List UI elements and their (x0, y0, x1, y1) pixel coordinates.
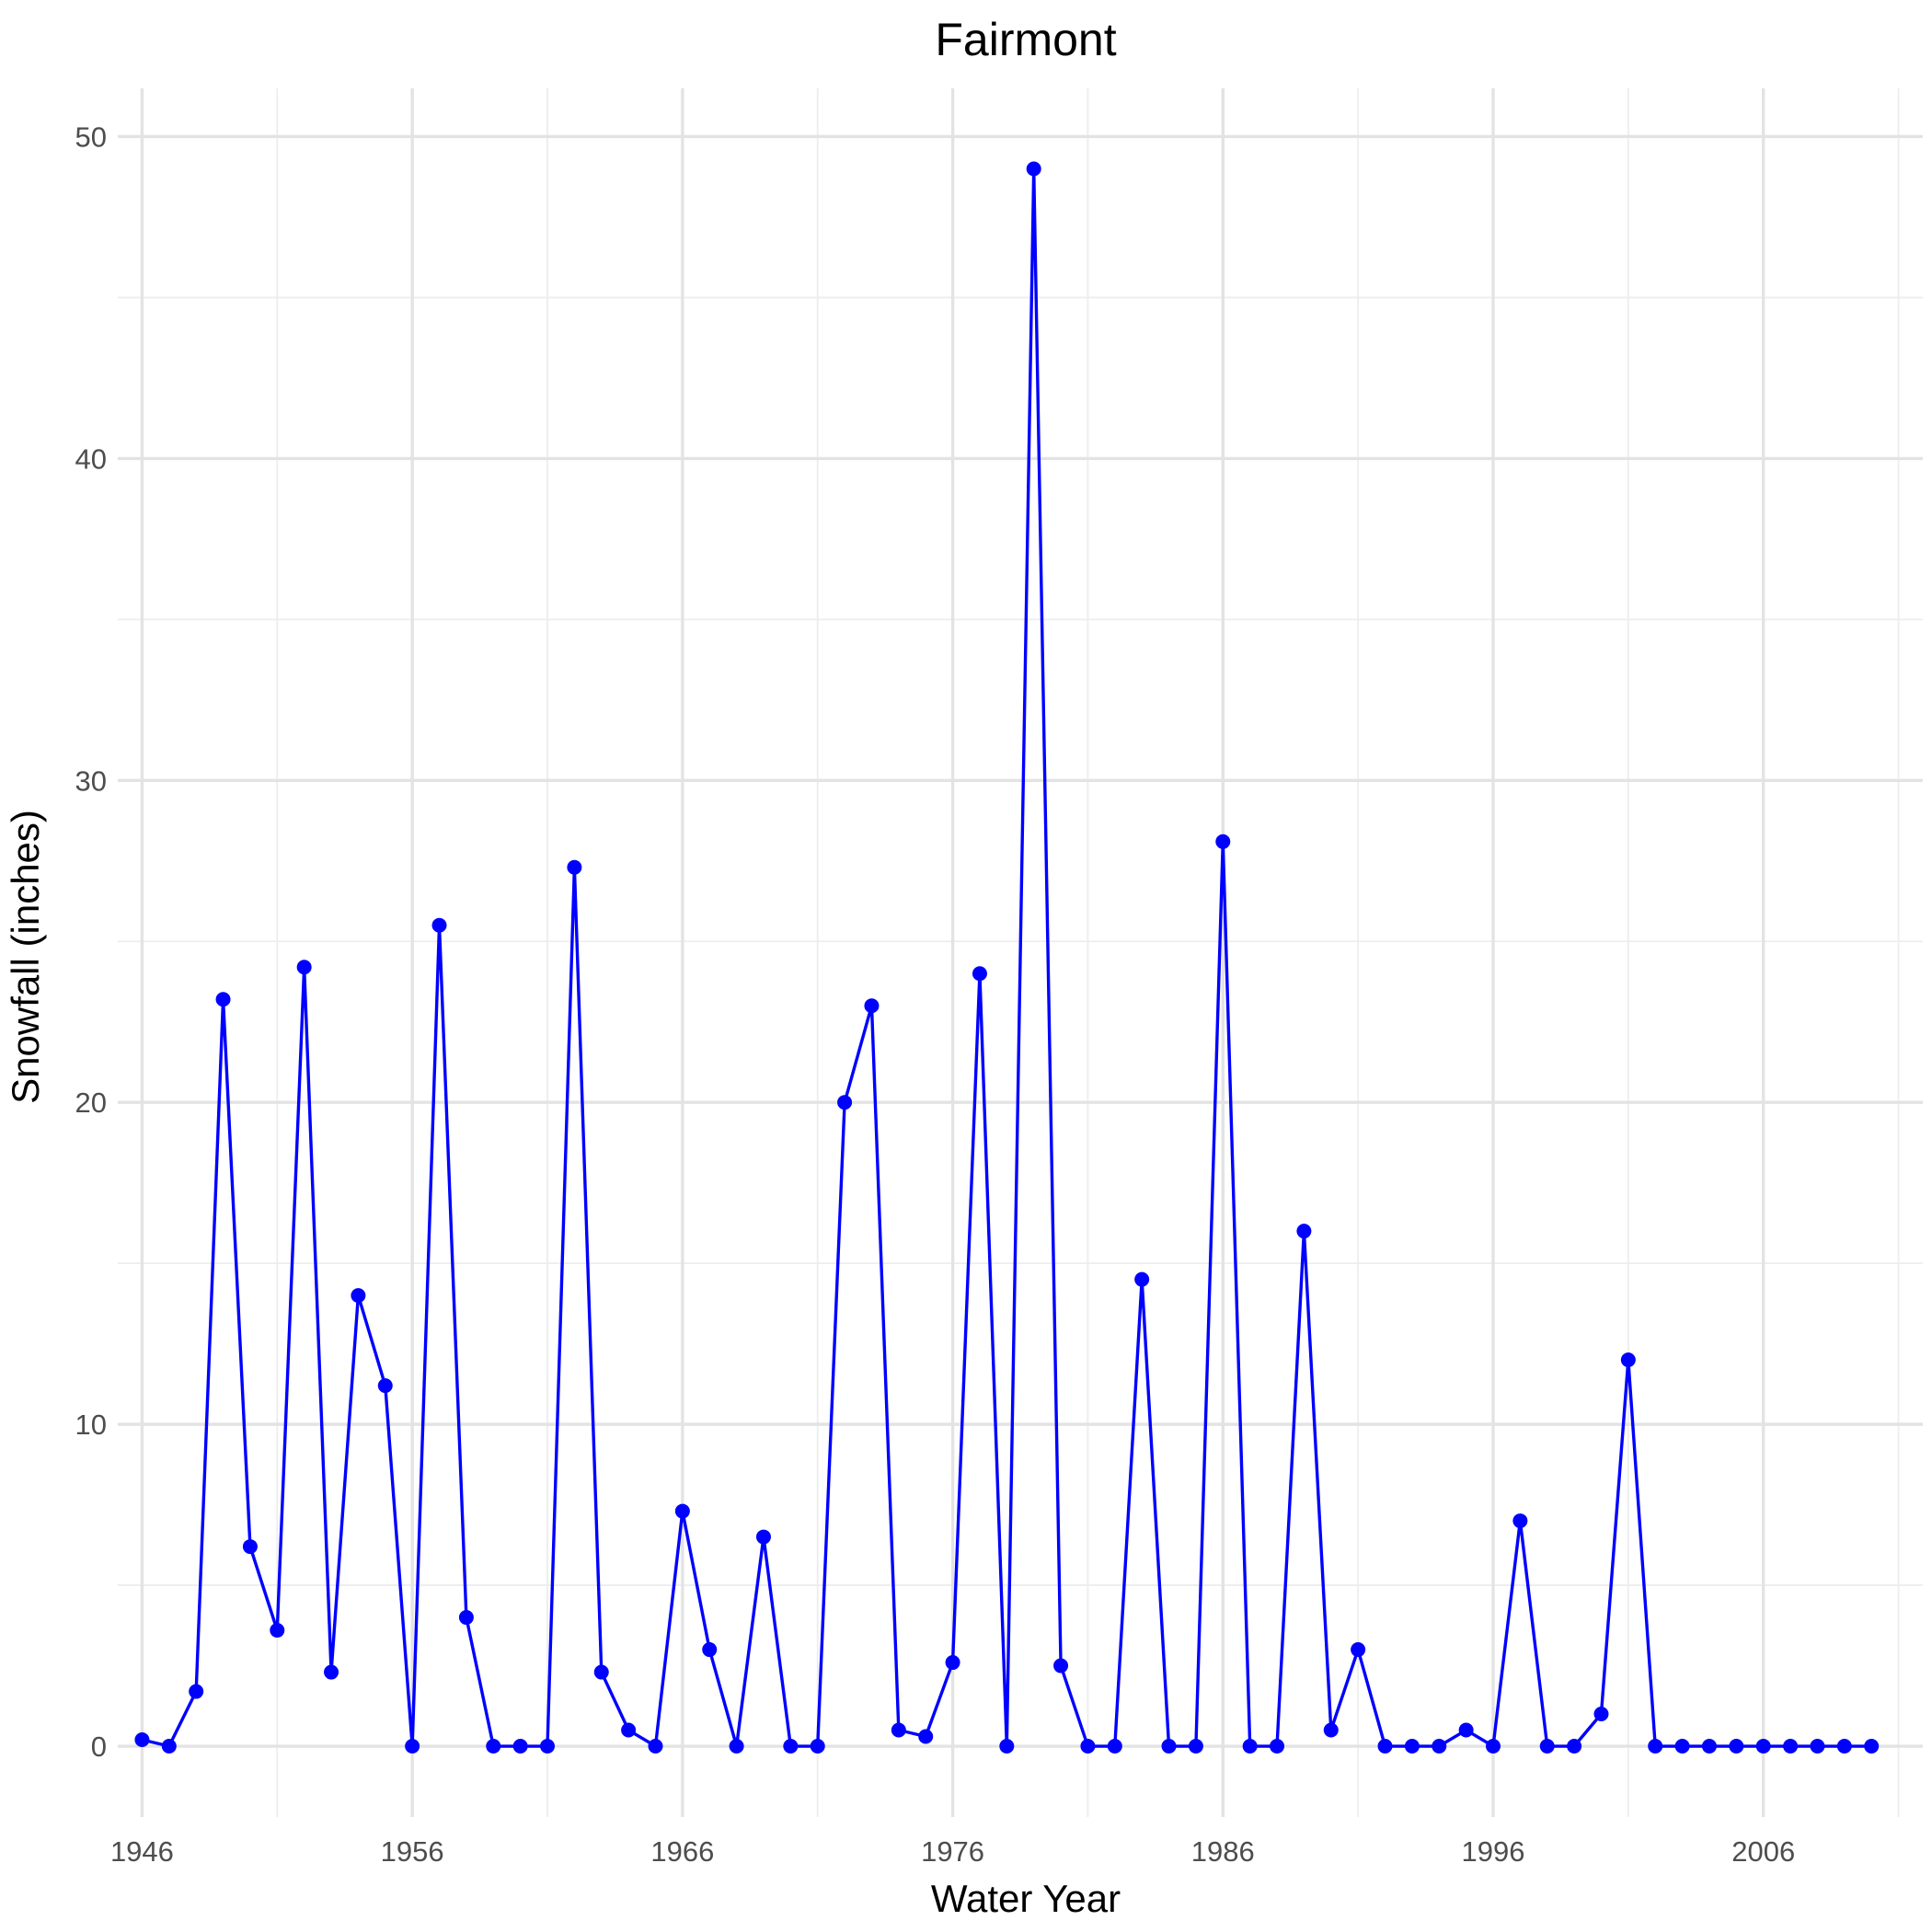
x-tick-label: 1966 (650, 1835, 714, 1868)
data-point (324, 1664, 339, 1680)
data-point (1053, 1658, 1069, 1673)
data-point (1755, 1739, 1771, 1754)
data-point (1567, 1739, 1582, 1754)
data-point (1539, 1739, 1555, 1754)
x-axis-tick-labels: 1946 1956 1966 1976 1986 1996 2006 (110, 1835, 1795, 1868)
x-tick-label: 1956 (381, 1835, 444, 1868)
data-point (1836, 1739, 1852, 1754)
data-point (1512, 1513, 1528, 1529)
data-point (351, 1288, 366, 1304)
data-point (486, 1739, 501, 1754)
data-point (702, 1642, 718, 1658)
data-point (567, 859, 582, 875)
data-point (1161, 1739, 1177, 1754)
data-point (648, 1739, 663, 1754)
data-point (1593, 1707, 1609, 1722)
data-point (1107, 1739, 1122, 1754)
data-point (1134, 1271, 1150, 1287)
y-tick-label: 10 (75, 1409, 107, 1441)
data-point (296, 960, 312, 975)
data-point (945, 1655, 960, 1671)
y-tick-label: 30 (75, 765, 107, 797)
data-point (1270, 1739, 1285, 1754)
data-point (1458, 1722, 1474, 1738)
data-point (1485, 1739, 1501, 1754)
data-point (1296, 1224, 1312, 1239)
data-point (999, 1739, 1015, 1754)
data-point (540, 1739, 556, 1754)
y-tick-label: 50 (75, 121, 107, 153)
data-point (918, 1729, 934, 1744)
data-point (189, 1684, 204, 1699)
y-tick-label: 20 (75, 1087, 107, 1119)
x-tick-label: 1996 (1462, 1835, 1525, 1868)
data-point (134, 1732, 150, 1748)
data-point (242, 1539, 258, 1555)
x-tick-label: 1976 (921, 1835, 984, 1868)
data-point (1864, 1739, 1880, 1754)
data-point (1404, 1739, 1420, 1754)
data-point (1729, 1739, 1744, 1754)
chart-title: Fairmont (935, 14, 1116, 65)
data-point (729, 1739, 744, 1754)
data-point (270, 1623, 285, 1639)
data-point (621, 1722, 637, 1738)
y-axis-title: Snowfall (inches) (4, 810, 47, 1104)
x-tick-label: 1946 (110, 1835, 174, 1868)
minor-gridlines (118, 88, 1923, 1817)
data-point (1215, 834, 1231, 849)
data-point (972, 966, 987, 982)
data-point (1432, 1739, 1447, 1754)
data-point (891, 1722, 906, 1738)
data-point (783, 1739, 799, 1754)
data-point (593, 1664, 609, 1680)
data-point (1351, 1642, 1366, 1658)
data-point (755, 1529, 771, 1545)
data-point (1674, 1739, 1690, 1754)
x-tick-label: 2006 (1731, 1835, 1795, 1868)
y-axis-tick-labels: 0 10 20 30 40 50 (75, 121, 107, 1763)
data-point (1648, 1739, 1663, 1754)
data-point (1377, 1739, 1393, 1754)
data-point (837, 1095, 853, 1110)
data-point (1620, 1352, 1636, 1368)
data-point (1188, 1739, 1203, 1754)
data-point (864, 998, 880, 1014)
y-tick-label: 40 (75, 443, 107, 475)
data-point (1701, 1739, 1717, 1754)
data-point (1242, 1739, 1258, 1754)
data-point (674, 1503, 690, 1519)
data-point (215, 992, 231, 1007)
snowfall-series (134, 161, 1880, 1754)
y-tick-label: 0 (91, 1731, 107, 1763)
data-point (1810, 1739, 1825, 1754)
data-point (431, 917, 447, 933)
x-axis-title: Water Year (931, 1877, 1121, 1920)
data-point (1080, 1739, 1096, 1754)
data-point (1323, 1722, 1339, 1738)
data-point (810, 1739, 825, 1754)
data-point (405, 1739, 420, 1754)
data-point (512, 1739, 528, 1754)
data-point (161, 1739, 177, 1754)
x-tick-label: 1986 (1191, 1835, 1255, 1868)
data-point (458, 1610, 474, 1626)
data-point (1026, 161, 1041, 177)
data-point (377, 1378, 393, 1394)
series-line (142, 167, 1872, 1748)
data-point (1783, 1739, 1799, 1754)
